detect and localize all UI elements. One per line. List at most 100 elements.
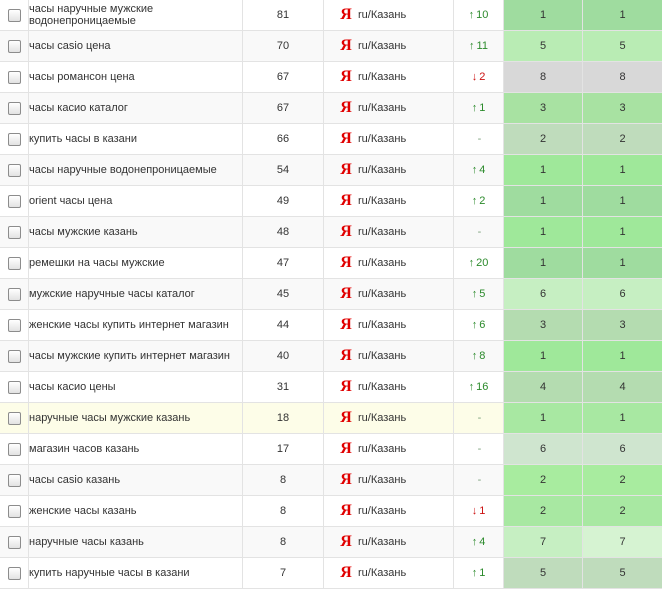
yandex-logo-icon: Я [340, 254, 352, 271]
dynamics-value: ↑ 6 [472, 319, 486, 331]
row-checkbox[interactable] [7, 70, 21, 84]
search-volume: 70 [276, 40, 290, 52]
keyword-text: купить наручные часы в казани [29, 567, 190, 579]
yandex-logo-icon: Я [340, 440, 352, 457]
search-volume: 40 [276, 350, 290, 362]
row-checkbox-cell [0, 402, 29, 434]
keyword-cell: часы casio цена [28, 30, 243, 62]
keyword-text: магазин часов казань [29, 443, 140, 455]
search-engine-cell: Я ru/Казань [323, 309, 454, 341]
search-engine-cell: Я ru/Казань [323, 216, 454, 248]
row-checkbox[interactable] [7, 504, 21, 518]
row-checkbox[interactable] [7, 318, 21, 332]
row-checkbox[interactable] [7, 380, 21, 394]
keyword-text: женские часы купить интернет магазин [29, 319, 229, 331]
position-cell-2: 7 [582, 526, 662, 558]
keyword-cell: часы наручные водонепроницаемые [28, 154, 243, 186]
dynamics-cell: ↑ 2 [453, 185, 504, 217]
dynamics-number: - [477, 412, 482, 424]
row-checkbox[interactable] [7, 256, 21, 270]
dynamics-value: - [476, 226, 482, 238]
search-engine-cell: Я ru/Казань [323, 433, 454, 465]
dynamics-cell: ↑ 8 [453, 340, 504, 372]
keyword-cell: купить наручные часы в казани [28, 557, 243, 589]
search-engine-cell: Я ru/Казань [323, 185, 454, 217]
row-checkbox[interactable] [7, 287, 21, 301]
dynamics-arrow-icon: ↑ [468, 257, 475, 269]
search-volume-cell: 70 [242, 30, 324, 62]
position-value-1: 1 [539, 195, 547, 207]
region-label: ru/Казань [358, 443, 407, 455]
search-volume: 31 [276, 381, 290, 393]
row-checkbox[interactable] [7, 473, 21, 487]
row-checkbox[interactable] [7, 225, 21, 239]
search-volume: 47 [276, 257, 290, 269]
dynamics-cell: ↑ 4 [453, 154, 504, 186]
dynamics-arrow-icon: ↑ [471, 288, 478, 300]
search-volume: 17 [276, 443, 290, 455]
search-engine-cell: Я ru/Казань [323, 464, 454, 496]
position-cell-2: 1 [582, 340, 662, 372]
row-checkbox[interactable] [7, 411, 21, 425]
keyword-text: ремешки на часы мужские [29, 257, 165, 269]
row-checkbox[interactable] [7, 349, 21, 363]
dynamics-number: 11 [476, 40, 488, 52]
table-row: купить часы в казани 66 Я ru/Казань - 2 … [0, 123, 662, 155]
row-checkbox-cell [0, 30, 29, 62]
yandex-logo-icon: Я [340, 564, 352, 581]
position-value-1: 6 [539, 288, 547, 300]
position-value-2: 1 [619, 9, 626, 21]
dynamics-arrow-icon: ↑ [471, 536, 478, 548]
table-row: женские часы казань 8 Я ru/Казань ↓ 1 2 2 [0, 495, 662, 527]
dynamics-number: 10 [476, 9, 489, 21]
row-checkbox[interactable] [7, 132, 21, 146]
search-volume: 66 [276, 133, 290, 145]
row-checkbox[interactable] [7, 566, 21, 580]
row-checkbox[interactable] [7, 535, 21, 549]
dynamics-cell: ↓ 2 [453, 61, 504, 93]
row-checkbox[interactable] [7, 194, 21, 208]
dynamics-cell: ↑ 11 [453, 30, 504, 62]
keyword-text: женские часы казань [29, 505, 137, 517]
dynamics-number: - [477, 226, 482, 238]
position-value-2: 5 [619, 40, 626, 52]
dynamics-value: ↓ 2 [472, 71, 486, 83]
position-value-1: 5 [539, 40, 547, 52]
keyword-cell: мужские наручные часы каталог [28, 278, 243, 310]
search-volume: 8 [279, 505, 287, 517]
table-row: магазин часов казань 17 Я ru/Казань - 6 … [0, 433, 662, 465]
dynamics-arrow-icon: ↓ [471, 71, 478, 83]
row-checkbox[interactable] [7, 442, 21, 456]
row-checkbox-cell [0, 495, 29, 527]
dynamics-number: 8 [479, 350, 486, 362]
row-checkbox[interactable] [7, 39, 21, 53]
position-value-2: 1 [619, 257, 626, 269]
search-volume: 54 [276, 164, 290, 176]
position-cell-2: 6 [582, 433, 662, 465]
keyword-cell: магазин часов казань [28, 433, 243, 465]
search-volume-cell: 8 [242, 464, 324, 496]
dynamics-value: - [476, 133, 482, 145]
position-cell-2: 1 [582, 0, 662, 31]
row-checkbox[interactable] [7, 101, 21, 115]
row-checkbox[interactable] [7, 8, 21, 22]
position-cell-1: 2 [503, 123, 583, 155]
dynamics-number: 1 [479, 102, 486, 114]
search-volume-cell: 66 [242, 123, 324, 155]
position-cell-1: 1 [503, 340, 583, 372]
row-checkbox-cell [0, 278, 29, 310]
search-volume: 48 [276, 226, 290, 238]
yandex-logo-icon: Я [340, 161, 352, 178]
position-value-1: 3 [539, 319, 547, 331]
position-cell-2: 1 [582, 216, 662, 248]
row-checkbox[interactable] [7, 163, 21, 177]
position-cell-1: 3 [503, 92, 583, 124]
keyword-cell: часы касио каталог [28, 92, 243, 124]
dynamics-number: - [477, 443, 482, 455]
search-volume-cell: 7 [242, 557, 324, 589]
position-cell-2: 5 [582, 557, 662, 589]
search-volume-cell: 31 [242, 371, 324, 403]
search-engine-cell: Я ru/Казань [323, 495, 454, 527]
dynamics-cell: ↑ 16 [453, 371, 504, 403]
